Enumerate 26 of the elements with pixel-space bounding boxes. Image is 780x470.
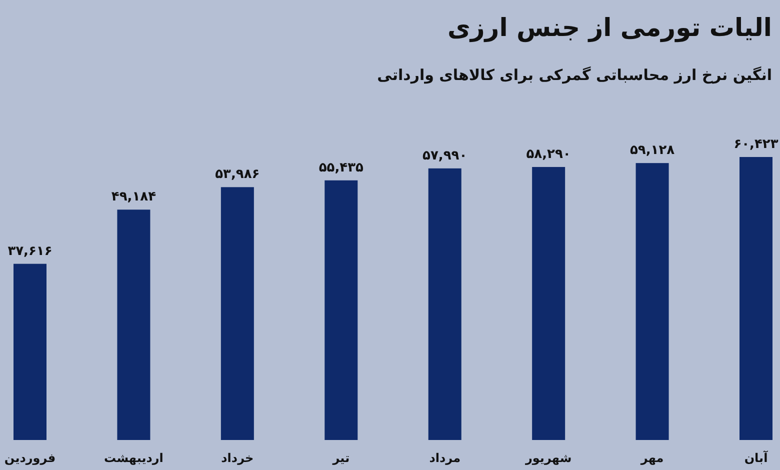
bar — [636, 163, 669, 440]
x-tick-label: آبان — [744, 450, 769, 465]
x-tick-label: تیر — [332, 451, 350, 465]
x-tick-label: مرداد — [429, 451, 461, 465]
chart-subtitle: انگین نرخ ارز محاسباتی گمرکی برای کالاهای وارداتی — [377, 66, 772, 84]
data-label: ۵۵,۴۳۵ — [318, 160, 364, 176]
bar — [324, 180, 358, 440]
data-label: ۵۸,۲۹۰ — [526, 146, 571, 162]
bar — [532, 166, 566, 440]
data-label: ۵۷,۹۹۰ — [422, 148, 468, 164]
data-label: ۵۳,۹۸۶ — [215, 167, 260, 182]
bar — [220, 187, 254, 440]
x-tick-label: شهریور — [524, 451, 572, 465]
bar — [117, 210, 150, 440]
data-label: ۶۰,۴۲۳ — [734, 137, 778, 152]
x-tick-label: اردیبهشت — [104, 451, 164, 465]
bar — [14, 264, 46, 440]
data-label: ۵۹,۱۲۸ — [630, 143, 675, 158]
chart-title: الیات تورمی از جنس ارزی — [448, 13, 772, 43]
bar — [428, 168, 462, 440]
x-tick-label: مهر — [640, 451, 664, 465]
data-label: ۳۷,۶۱۶ — [8, 244, 52, 259]
x-tick-label: فروردین — [4, 451, 56, 465]
bar — [740, 157, 772, 440]
data-label: ۴۹,۱۸۴ — [111, 190, 156, 205]
x-tick-label: خرداد — [221, 451, 254, 465]
